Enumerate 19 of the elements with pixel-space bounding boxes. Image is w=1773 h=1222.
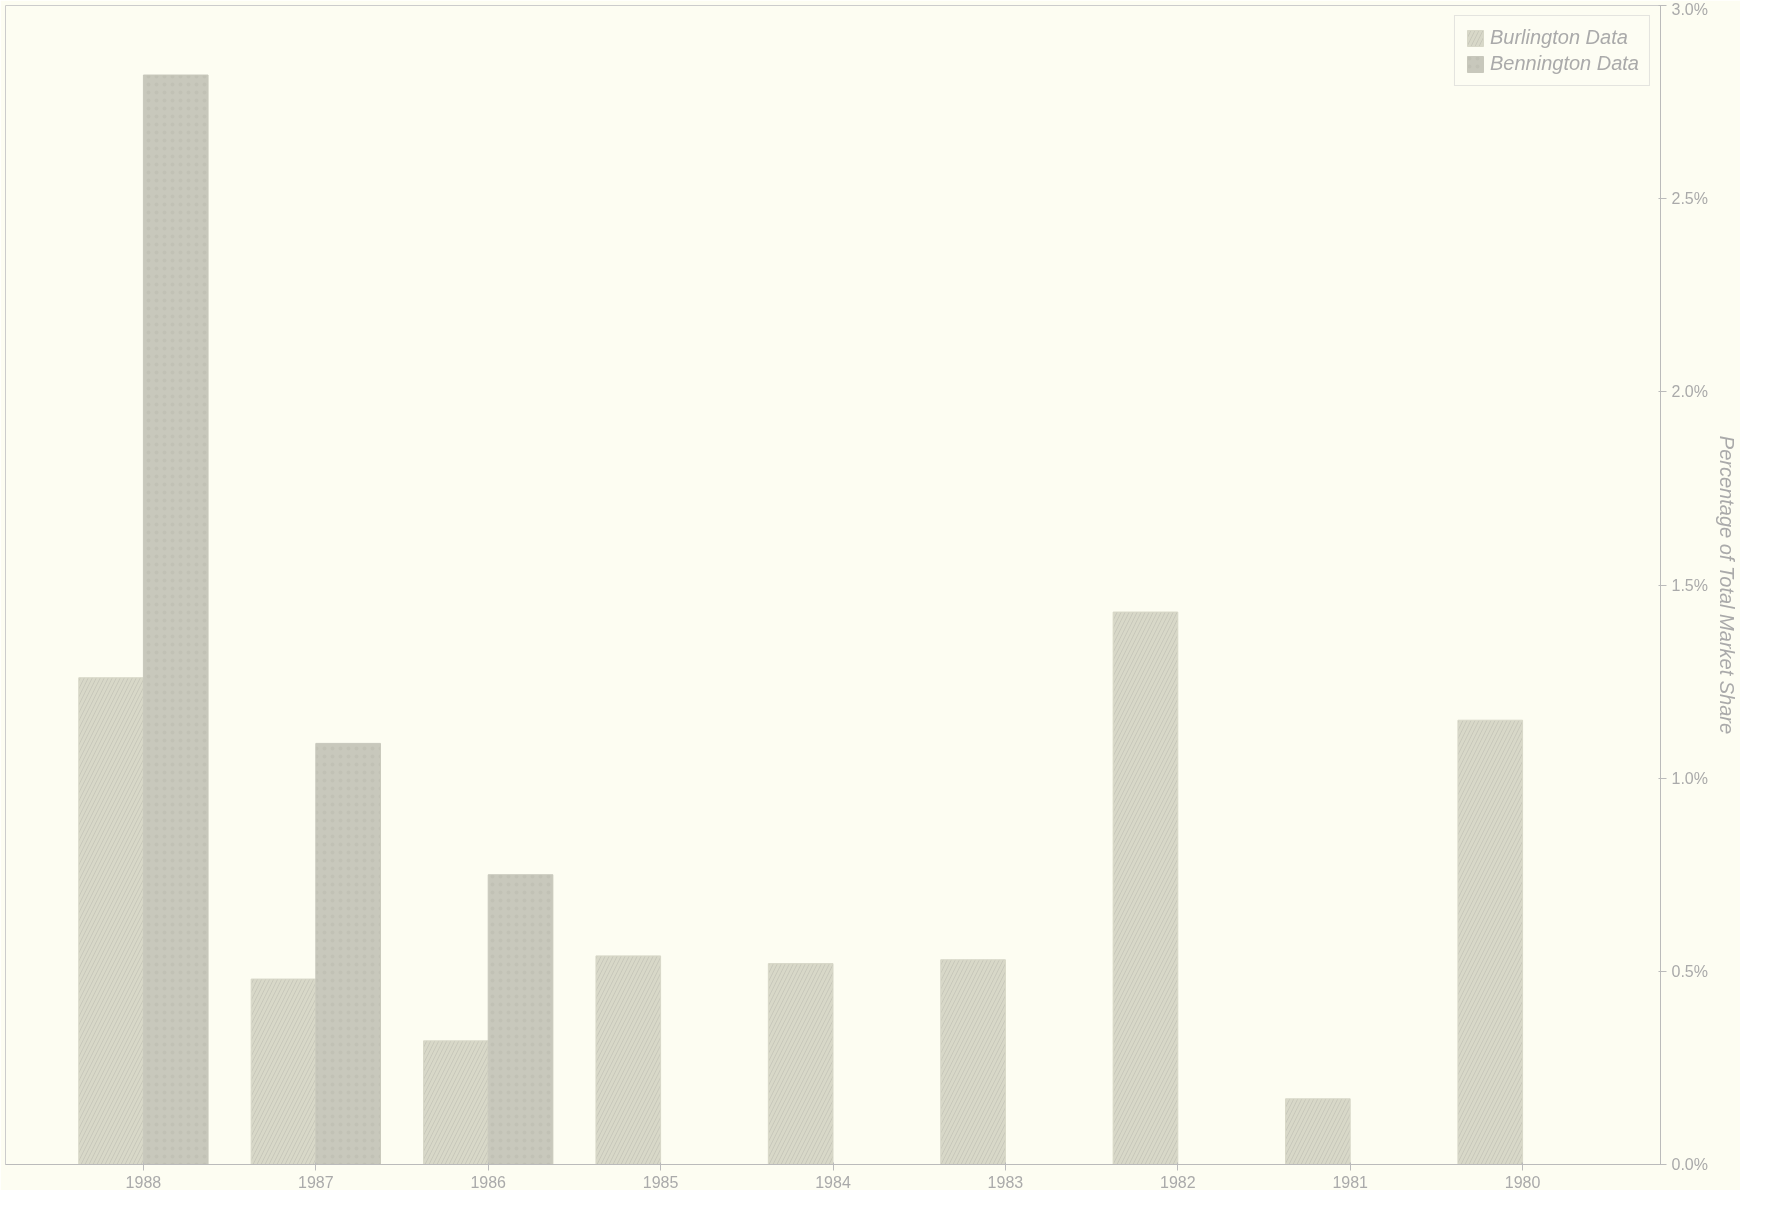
y-tick-label: 0.0% <box>1671 1156 1708 1173</box>
x-tick-label: 1985 <box>642 1173 679 1191</box>
x-tick-label: 1986 <box>470 1173 507 1191</box>
x-tick-label: 1988 <box>125 1173 162 1191</box>
y-tick-label: 0.5% <box>1671 962 1708 980</box>
x-tick-label: 1980 <box>1504 1173 1541 1191</box>
y-tick-label: 2.5% <box>1671 190 1708 208</box>
y-tick-label: 1.0% <box>1671 769 1708 787</box>
x-tick-label: 1983 <box>987 1173 1024 1191</box>
y-tick-label: 2.0% <box>1671 383 1708 401</box>
x-tick-label: 1981 <box>1332 1173 1369 1191</box>
x-tick-label: 1982 <box>1159 1173 1196 1191</box>
x-tick-label: 1987 <box>298 1173 334 1191</box>
x-tick-label: 1984 <box>815 1173 851 1191</box>
y-tick-label: 3.0% <box>1671 0 1708 18</box>
legend-label: Burlington Data <box>1489 26 1628 49</box>
y-tick-label: 1.5% <box>1671 576 1708 594</box>
y-axis-title: Percentage of Total Market Share <box>1715 435 1738 735</box>
legend-label: Bennington Data <box>1489 52 1639 75</box>
